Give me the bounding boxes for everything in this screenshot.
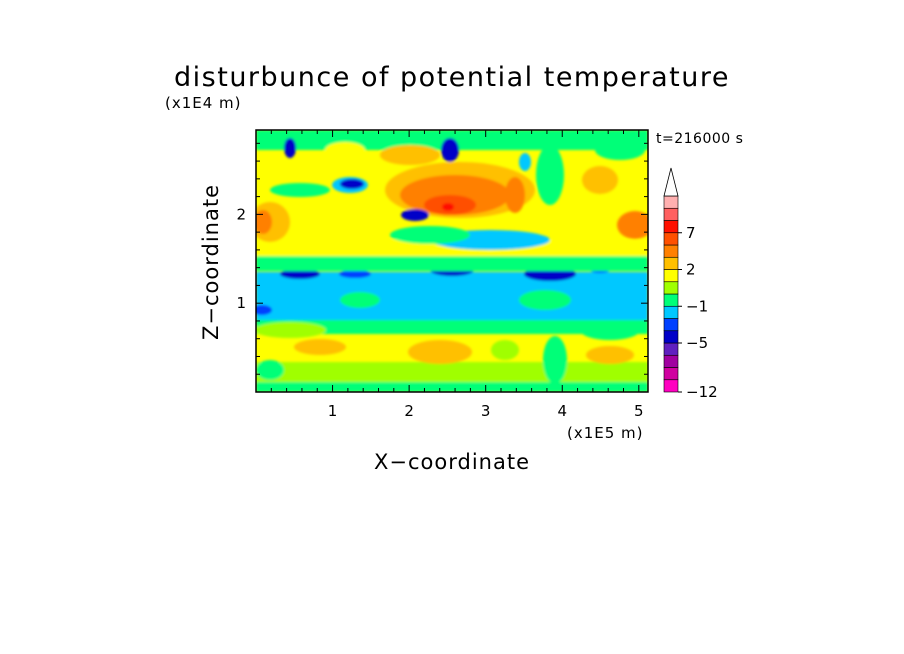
x-tick-label: 3 bbox=[481, 402, 491, 420]
colorbar-segment bbox=[663, 379, 679, 393]
x-tick-label: 5 bbox=[634, 402, 644, 420]
green-patch bbox=[340, 292, 380, 308]
colorbar-segment bbox=[663, 330, 679, 344]
colorbar-segment bbox=[663, 244, 679, 258]
colorbar-extend-arrow bbox=[663, 167, 679, 197]
green-blob bbox=[580, 320, 640, 340]
plot-frame bbox=[255, 129, 649, 393]
red-blob bbox=[256, 210, 272, 234]
cyan-band bbox=[256, 272, 648, 320]
green-band bbox=[256, 255, 648, 271]
colorbar-segment bbox=[663, 207, 679, 221]
colorbar-segment bbox=[663, 232, 679, 246]
colorbar-tick-label: −12 bbox=[686, 383, 718, 401]
axis-tick-labels: 1 2 3 4 5 1 2 bbox=[236, 205, 643, 420]
orange-blob bbox=[408, 340, 472, 364]
colorbar-segment bbox=[663, 281, 679, 295]
colorbar-segment bbox=[663, 293, 679, 307]
y-axis-label: Z−coordinate bbox=[199, 184, 223, 340]
green-blob bbox=[256, 322, 326, 338]
colorbar-segment bbox=[663, 269, 679, 283]
orange-blob bbox=[617, 211, 648, 239]
colorbar-segment bbox=[663, 256, 679, 270]
orange-blob bbox=[505, 177, 525, 213]
colorbar-segment bbox=[663, 220, 679, 234]
blue-patch bbox=[256, 305, 272, 315]
x-tick-label: 2 bbox=[404, 402, 414, 420]
colorbar-tick-label: 2 bbox=[686, 261, 696, 279]
x-tick-label: 1 bbox=[328, 402, 338, 420]
yellow-band bbox=[256, 240, 648, 256]
orange-blob bbox=[582, 166, 618, 194]
yellow-blob bbox=[325, 142, 365, 158]
blue-blob bbox=[284, 138, 296, 158]
time-label: t=216000 s bbox=[656, 131, 743, 147]
axis-ticks bbox=[256, 130, 648, 392]
colorbar-segment bbox=[663, 367, 679, 381]
colorbar-labels: −12−5−127 bbox=[678, 224, 718, 401]
warm-core bbox=[442, 203, 454, 211]
x-tick-label: 4 bbox=[557, 402, 567, 420]
chart-title: disturbunce of potential temperature bbox=[174, 62, 730, 93]
colorbar-tick-label: −1 bbox=[686, 297, 708, 315]
green-blob bbox=[270, 183, 330, 197]
orange-blob bbox=[586, 346, 634, 364]
green-blob bbox=[536, 145, 564, 205]
green-blob bbox=[256, 360, 284, 380]
contour-field bbox=[256, 130, 648, 392]
colorbar-tick-label: 7 bbox=[686, 224, 696, 242]
colorbar-segment bbox=[663, 354, 679, 368]
colorbar-segment bbox=[663, 318, 679, 332]
lower-green-strip bbox=[256, 380, 648, 392]
green-blob bbox=[543, 336, 567, 384]
green-blob bbox=[491, 340, 519, 360]
colorbar-segment bbox=[663, 195, 679, 209]
colorbar-tick-label: −5 bbox=[686, 334, 708, 352]
x-unit-label: (x1E5 m) bbox=[567, 424, 644, 442]
y-unit-label: (x1E4 m) bbox=[165, 94, 242, 112]
blue-blob bbox=[340, 179, 364, 189]
orange-blob bbox=[380, 145, 440, 165]
blue-patch bbox=[339, 270, 371, 278]
orange-blob bbox=[294, 339, 346, 355]
blue-blob bbox=[401, 209, 429, 221]
green-band bbox=[256, 318, 648, 334]
green-patch bbox=[390, 226, 470, 244]
green-blob bbox=[595, 140, 645, 160]
x-axis-label: X−coordinate bbox=[374, 450, 530, 474]
blue-patch bbox=[280, 269, 320, 279]
colorbar-segment bbox=[663, 342, 679, 356]
y-tick-label: 1 bbox=[236, 294, 246, 312]
green-patch bbox=[519, 290, 571, 310]
colorbar-segment bbox=[663, 305, 679, 319]
y-tick-label: 2 bbox=[236, 205, 246, 223]
blue-blob bbox=[441, 138, 459, 162]
cyan-blob bbox=[519, 153, 531, 171]
colorbar bbox=[663, 167, 679, 393]
lower-yellow-strip bbox=[256, 362, 648, 382]
